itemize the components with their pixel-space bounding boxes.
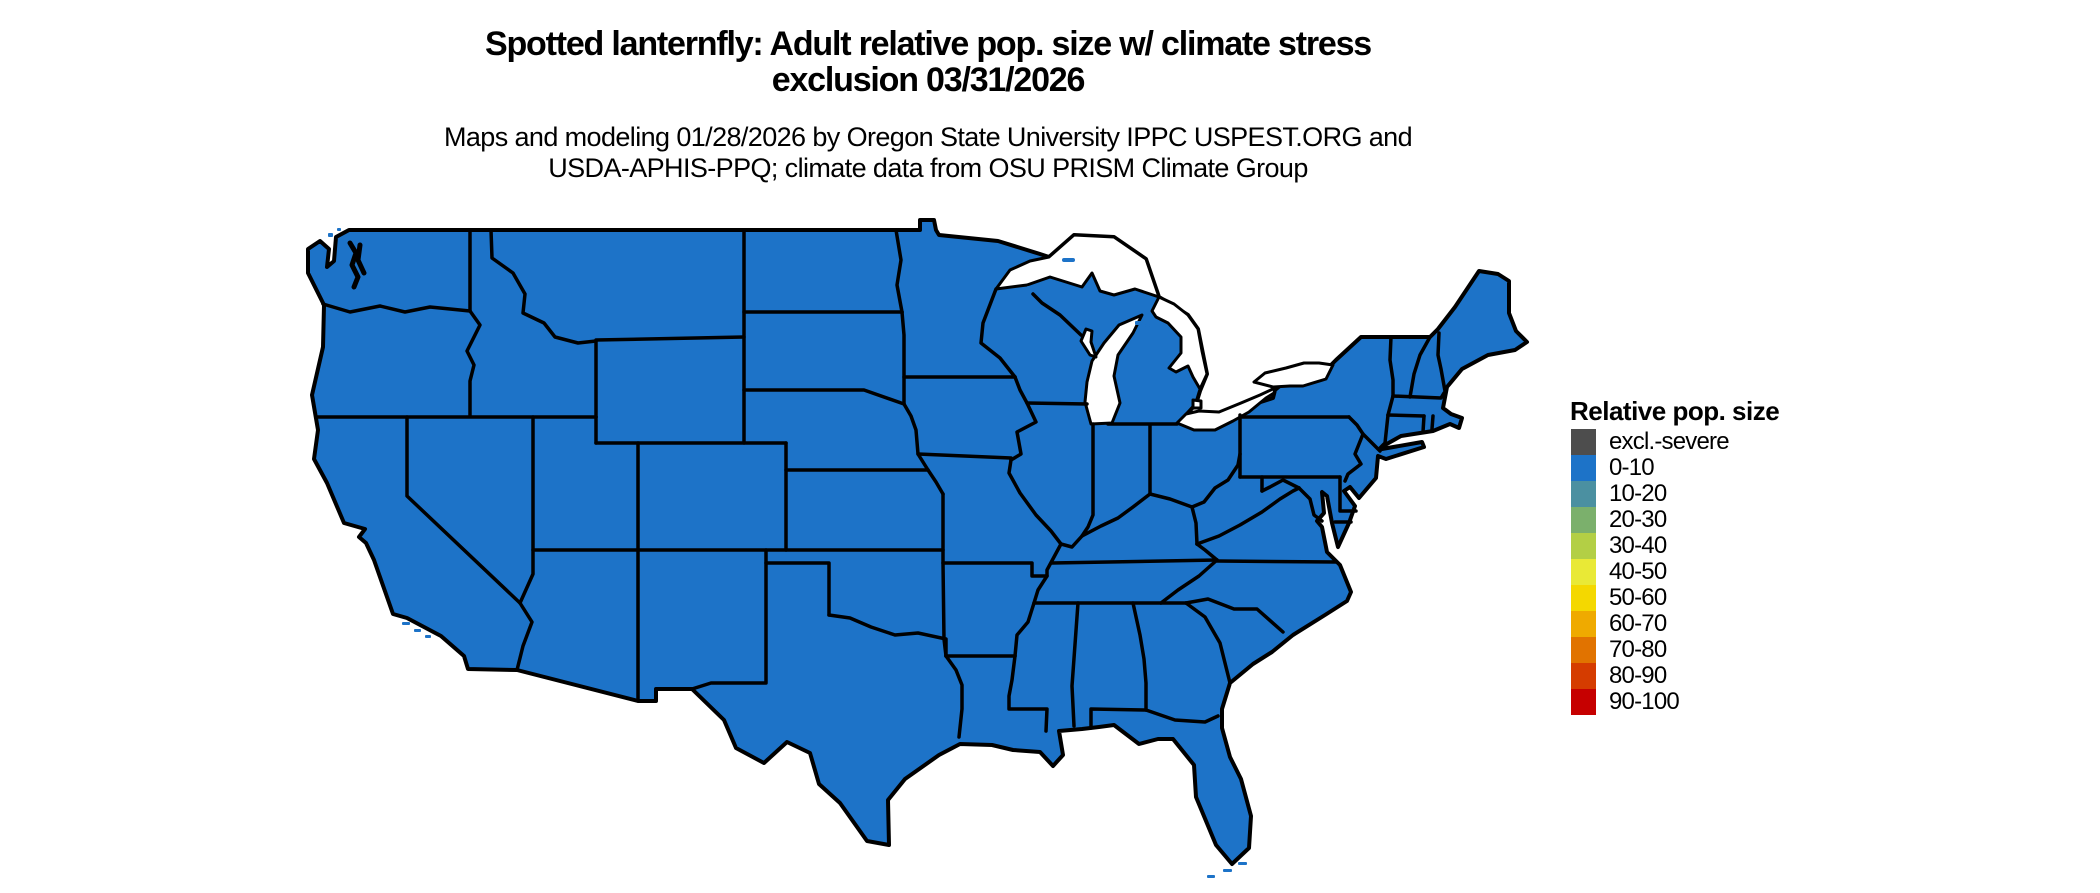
legend-item-label: 80-90: [1609, 662, 1667, 689]
san-juan-islands: [337, 228, 341, 231]
legend-item: excl.-severe: [1571, 428, 1730, 455]
channel-islands: [414, 629, 421, 632]
page-title: Spotted lanternfly: Adult relative pop. …: [228, 26, 1628, 98]
subtitle-line-2: USDA-APHIS-PPQ; climate data from OSU PR…: [548, 153, 1308, 183]
legend-swatch: [1571, 663, 1596, 689]
legend-item-label: 20-30: [1609, 506, 1667, 533]
legend-item-label: 0-10: [1609, 454, 1655, 481]
legend: Relative pop. size excl.-severe 0-10 10-20…: [1570, 396, 1780, 715]
legend-item: 30-40: [1571, 533, 1729, 559]
legend-item-label: 30-40: [1609, 532, 1667, 559]
lake-superior: [994, 233, 1161, 299]
straits-islands: [1145, 324, 1150, 327]
florida-keys: [1207, 875, 1215, 878]
legend-item-label: 50-60: [1609, 584, 1667, 611]
channel-islands: [402, 622, 410, 625]
legend-swatch: [1571, 455, 1596, 481]
title-line-1: Spotted lanternfly: Adult relative pop. …: [484, 25, 1372, 63]
apostle-islands: [1027, 286, 1035, 289]
legend-item: 70-80: [1571, 637, 1729, 663]
legend-item-label: 40-50: [1609, 558, 1667, 585]
isle-royale: [1062, 258, 1075, 262]
state-borders: [316, 228, 1447, 739]
legend-item-label: excl.-severe: [1609, 428, 1730, 455]
legend-swatch: [1571, 507, 1596, 533]
legend-title: Relative pop. size: [1570, 396, 1780, 426]
title-line-2: exclusion 03/31/2026: [771, 61, 1086, 99]
lake-michigan: [1083, 313, 1144, 426]
legend-item: 60-70: [1571, 611, 1729, 637]
green-bay: [1079, 327, 1098, 359]
legend-item: 10-20: [1571, 481, 1729, 507]
florida-keys: [1238, 862, 1247, 865]
puget-sound: [347, 240, 367, 290]
subtitle-line-1: Maps and modeling 01/28/2026 by Oregon S…: [443, 122, 1413, 152]
legend-swatch: [1571, 689, 1596, 715]
legend-swatch: [1571, 611, 1596, 637]
legend-item: 20-30: [1571, 507, 1729, 533]
us-choropleth-map: [306, 218, 1529, 878]
legend-item: 40-50: [1571, 559, 1729, 585]
legend-swatch: [1571, 481, 1596, 507]
legend-items: excl.-severe 0-10 10-20 20-30 30-40 40-50 50-6…: [1571, 428, 1730, 715]
lake-huron: [1150, 295, 1209, 391]
legend-item-label: 70-80: [1609, 636, 1667, 663]
san-juan-islands: [328, 233, 333, 237]
straits-islands: [1135, 321, 1142, 325]
channel-islands: [425, 635, 431, 638]
legend-item: 50-60: [1571, 585, 1729, 611]
lake-ontario: [1252, 361, 1335, 389]
legend-item-label: 90-100: [1609, 688, 1680, 715]
legend-item: 90-100: [1571, 689, 1729, 715]
lake-st-clair: [1191, 398, 1203, 410]
legend-swatch: [1571, 429, 1596, 455]
legend-swatch: [1571, 559, 1596, 585]
islands: [328, 228, 1247, 878]
legend-item-label: 10-20: [1609, 480, 1667, 507]
conus-outline: [306, 218, 1529, 866]
legend-swatch: [1571, 637, 1596, 663]
legend-item-label: 60-70: [1609, 610, 1667, 637]
legend-swatch: [1571, 585, 1596, 611]
legend-item: 0-10: [1571, 455, 1729, 481]
legend-swatch: [1571, 533, 1596, 559]
legend-item: 80-90: [1571, 663, 1729, 689]
florida-keys: [1223, 869, 1232, 872]
subtitle: Maps and modeling 01/28/2026 by Oregon S…: [228, 122, 1628, 184]
lake-erie: [1175, 386, 1277, 432]
